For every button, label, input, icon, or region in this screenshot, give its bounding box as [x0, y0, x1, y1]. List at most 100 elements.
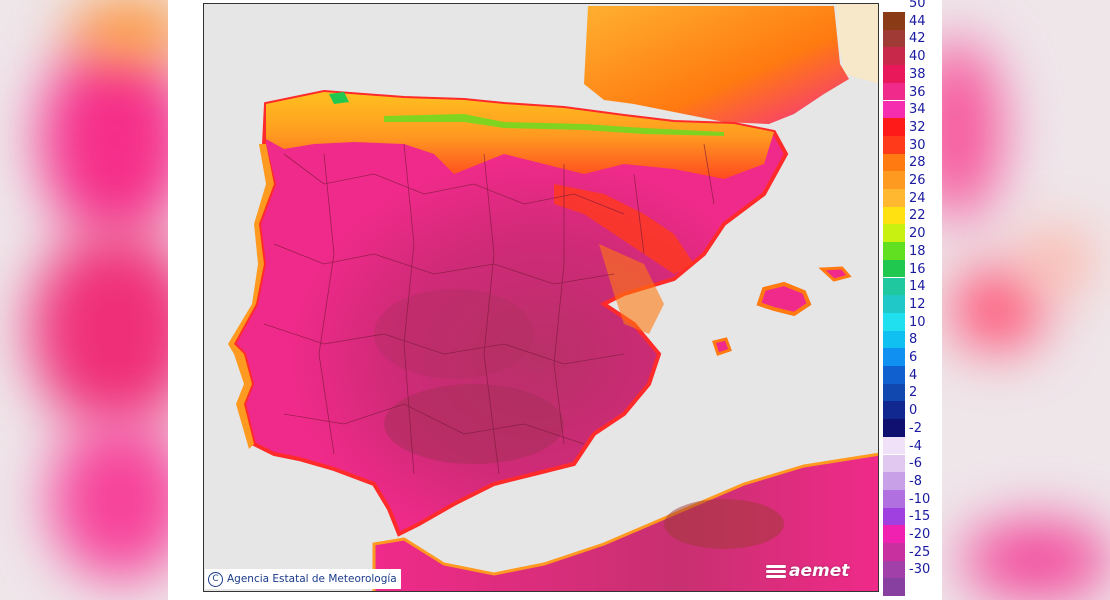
legend-swatch: [883, 100, 905, 119]
legend-swatch: [883, 153, 905, 172]
legend-label: -30: [909, 562, 931, 578]
legend-item: -2: [883, 421, 939, 455]
legend-swatch: [883, 560, 905, 579]
legend-swatch: [883, 366, 905, 384]
legend-label: 2: [909, 385, 918, 401]
central-hot: [374, 289, 534, 379]
credit-text: Agencia Estatal de Meteorología: [227, 573, 397, 585]
legend-swatch: [883, 118, 905, 136]
legend-label: -2: [909, 420, 922, 436]
legend-item: 44: [883, 14, 939, 48]
legend-label: 40: [909, 49, 926, 65]
aemet-logo: aemet: [766, 560, 849, 582]
legend-item: -25: [883, 545, 939, 579]
left-blur-background: [0, 0, 168, 600]
legend-item: 50: [883, 0, 939, 30]
legend-label: 6: [909, 350, 918, 365]
legend-item: 28: [883, 155, 939, 189]
legend-swatch: [883, 489, 905, 508]
legend-label: 50: [909, 0, 926, 11]
legend-label: -4: [909, 438, 922, 454]
legend-label: -15: [909, 509, 931, 525]
right-blur-background: [942, 0, 1110, 600]
legend-label: 38: [909, 66, 926, 82]
legend-label: 26: [909, 173, 926, 188]
legend-label: 28: [909, 155, 926, 171]
legend-swatch: [883, 47, 905, 66]
blur-blob: [30, 230, 168, 430]
blur-blob: [1022, 230, 1092, 290]
blur-blob: [70, 0, 168, 60]
blur-blob: [942, 40, 1002, 220]
legend-item: 4: [883, 368, 939, 402]
legend-item: 42: [883, 31, 939, 66]
legend-item: -15: [883, 509, 939, 543]
legend-item: -30: [883, 562, 939, 597]
legend-item: 16: [883, 262, 939, 296]
guadalquivir-hot: [384, 384, 564, 464]
legend-swatch: [883, 472, 905, 490]
legend-label: -25: [909, 544, 931, 560]
legend-label: -6: [909, 456, 922, 472]
legend-label: 22: [909, 208, 926, 224]
legend-label: 18: [909, 243, 926, 259]
legend-item: 24: [883, 191, 939, 225]
legend-label: 0: [909, 403, 918, 419]
legend-item: 32: [883, 120, 939, 154]
legend-swatch: [883, 330, 905, 349]
mountain-cool: [329, 92, 349, 104]
aemet-logo-icon: [766, 564, 786, 578]
france-region: [584, 6, 849, 124]
legend-label: 30: [909, 137, 926, 153]
ibiza: [712, 337, 732, 356]
legend-swatch: [883, 29, 905, 48]
legend-label: 20: [909, 226, 926, 242]
legend-swatch: [883, 348, 905, 366]
legend-item: 0: [883, 403, 939, 437]
legend-swatch: [883, 419, 905, 437]
ebro-band: [554, 184, 694, 274]
legend-swatch: [883, 507, 905, 526]
legend-label: 32: [909, 119, 926, 135]
legend-swatch: [883, 312, 905, 331]
legend-swatch: [883, 578, 905, 597]
legend-swatch: [883, 401, 905, 420]
legend-swatch: [883, 206, 905, 225]
legend-label: -10: [909, 491, 931, 507]
province-borders: [263, 143, 715, 475]
legend-item: -20: [883, 527, 939, 561]
legend-label: 42: [909, 31, 926, 47]
legend-item: -6: [883, 456, 939, 490]
legend-label: -8: [909, 473, 922, 489]
mountain-cool: [384, 114, 724, 136]
legend-swatch: [883, 65, 905, 83]
mallorca: [756, 281, 812, 317]
legend-swatch: [883, 454, 905, 473]
legend-swatch: [883, 82, 905, 101]
legend-swatch: [883, 277, 905, 296]
blur-blob: [40, 40, 168, 240]
legend-swatch: [883, 383, 905, 402]
legend-swatch: [883, 259, 905, 278]
legend-item: 36: [883, 85, 939, 119]
legend-item: -10: [883, 492, 939, 526]
legend-swatch: [883, 295, 905, 313]
atlas-hot: [664, 499, 784, 549]
legend-item: 30: [883, 138, 939, 172]
legend-label: 14: [909, 279, 926, 295]
legend-item: 38: [883, 67, 939, 101]
legend-item: 6: [883, 350, 939, 384]
temperature-map[interactable]: C Agencia Estatal de Meteorología aemet: [203, 3, 879, 592]
legend-swatch: [883, 242, 905, 260]
legend-item: 2: [883, 385, 939, 420]
legend-item: 10: [883, 315, 939, 349]
legend-label: 36: [909, 84, 926, 100]
legend-label: 24: [909, 190, 926, 206]
legend-label: 8: [909, 332, 918, 348]
menorca: [818, 266, 852, 282]
legend-label: 4: [909, 367, 918, 383]
legend-item: 20: [883, 226, 939, 260]
legend-label: 44: [909, 13, 926, 29]
legend-item: 40: [883, 49, 939, 83]
legend-item: -4: [883, 439, 939, 473]
